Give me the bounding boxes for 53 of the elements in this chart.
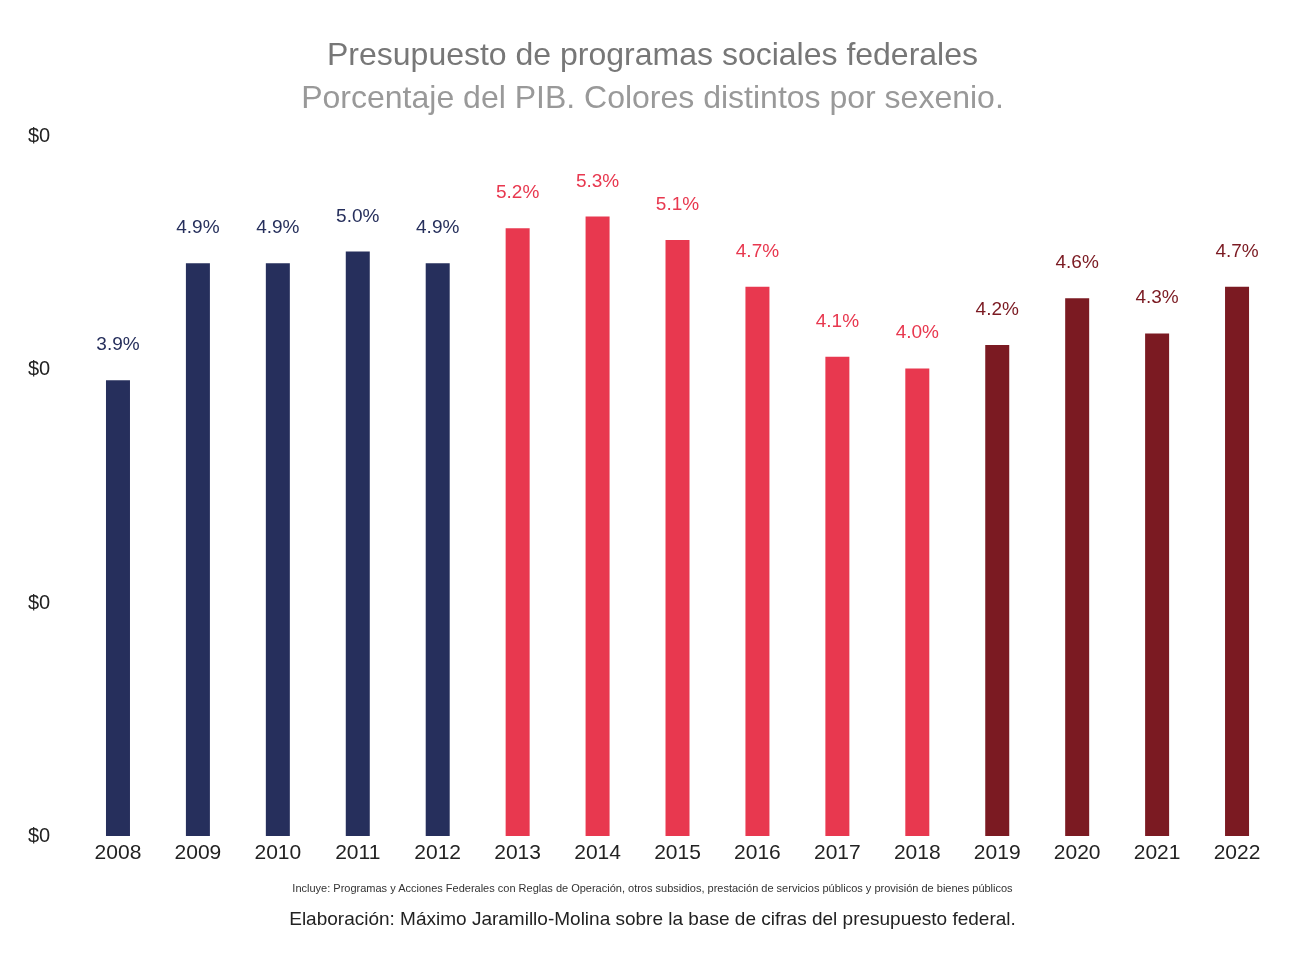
x-tick-label: 2008: [94, 839, 142, 863]
x-tick-label: 2022: [1213, 839, 1261, 863]
data-label: 4.9%: [416, 216, 460, 238]
x-tick-label: 2019: [973, 839, 1021, 863]
bar: [425, 263, 450, 836]
x-tick-label: 2012: [414, 839, 462, 863]
x-tick-label: 2014: [574, 839, 622, 863]
x-tick-label: 2010: [254, 839, 302, 863]
bar: [1145, 333, 1170, 836]
data-label: 4.3%: [1135, 286, 1179, 308]
text: $0: [28, 124, 51, 147]
text: $0: [28, 590, 51, 614]
text: $0: [28, 824, 51, 847]
x-tick-label: 2021: [1133, 839, 1181, 863]
bar: [505, 228, 530, 836]
data-label: 4.9%: [176, 216, 220, 238]
data-label: 4.6%: [1055, 251, 1099, 273]
chart-title: Presupuesto de programas sociales federales: [326, 35, 979, 73]
bar: [745, 286, 770, 836]
x-tick-label: 2015: [654, 839, 701, 863]
chart-subtitle: Porcentaje del PIB. Colores distintos por sexenio.: [300, 79, 1005, 116]
x-tick-label: 2018: [893, 839, 941, 863]
data-label: 5.1%: [655, 192, 700, 214]
data-label: 3.9%: [96, 333, 140, 355]
data-label: 4.7%: [1215, 239, 1259, 261]
bar: [1225, 286, 1250, 836]
bar: [265, 263, 290, 836]
bar: [105, 380, 130, 836]
text: $0: [28, 357, 51, 381]
data-label: 4.7%: [735, 239, 780, 261]
data-label: 5.0%: [336, 204, 380, 226]
bar: [665, 239, 690, 836]
bar: [185, 263, 210, 836]
x-tick-label: 2020: [1053, 839, 1101, 863]
data-label: 5.3%: [575, 169, 620, 191]
x-tick-label: 2016: [734, 839, 781, 863]
text: Incluye: Programas y Acciones Federales con Reglas de Operación, otros subsidios, prestación de servicios públicos y provisión de bienes públicos: [291, 882, 1014, 894]
x-tick-label: 2017: [814, 839, 861, 863]
bar: [825, 356, 850, 836]
x-tick-label: 2013: [494, 839, 541, 863]
data-label: 4.2%: [975, 298, 1019, 320]
bar: [985, 345, 1010, 836]
data-label: 4.1%: [815, 309, 860, 331]
x-tick-label: 2011: [335, 839, 381, 863]
bar: [585, 216, 610, 836]
bar: [905, 368, 930, 836]
bar: [1065, 298, 1090, 836]
text: Elaboración: Máximo Jaramillo-Molina sobre la base de cifras del presupuesto federal.: [288, 908, 1017, 930]
bar: [345, 251, 370, 836]
data-label: 4.9%: [256, 216, 300, 238]
x-tick-label: 2009: [174, 839, 222, 863]
data-label: 5.2%: [495, 181, 540, 203]
data-label: 4.0%: [895, 321, 940, 343]
